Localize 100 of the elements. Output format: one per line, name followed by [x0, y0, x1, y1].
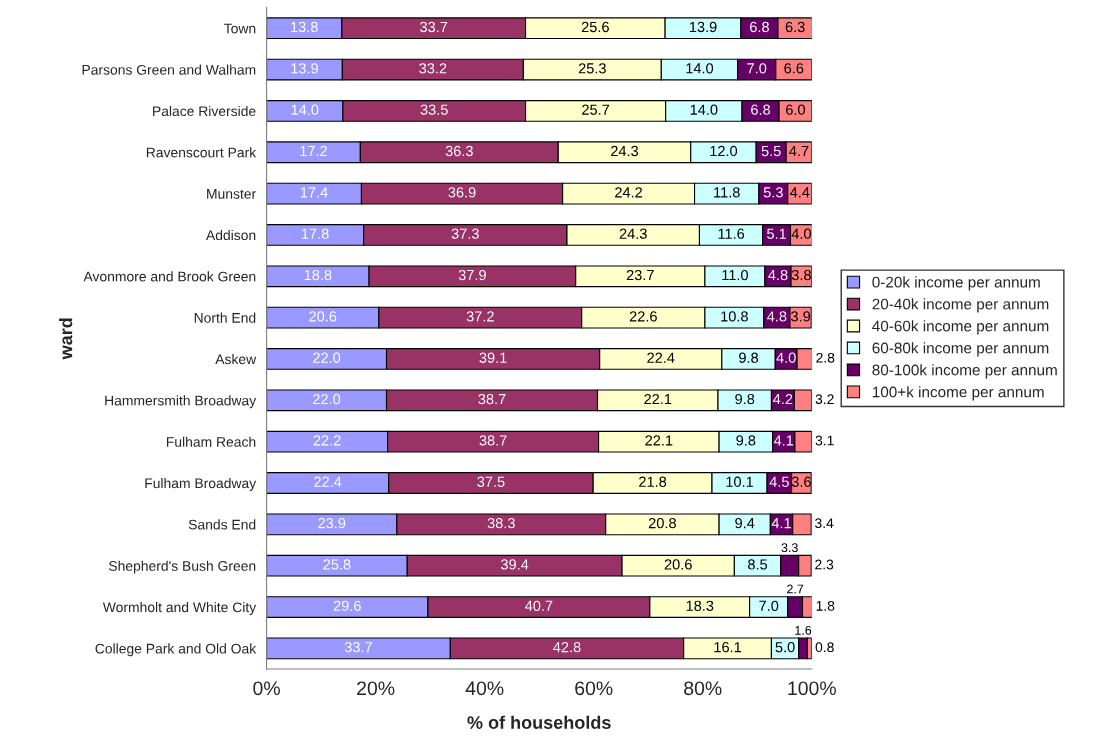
data-label: 4.1 [773, 435, 794, 446]
y-tick-label: Wormholt and White City [102, 602, 257, 615]
data-label: 0.8 [815, 642, 834, 653]
data-label: 38.7 [478, 393, 506, 405]
data-label: 37.3 [451, 228, 479, 239]
data-label: 3.1 [815, 435, 834, 446]
data-label: 13.9 [689, 21, 717, 33]
data-label: 42.8 [553, 641, 581, 653]
x-tick-label: 80% [684, 681, 722, 696]
y-tick-label: Fulham Reach [166, 436, 256, 447]
data-label: 17.8 [302, 228, 329, 239]
data-label: 18.3 [686, 600, 714, 611]
data-label: 24.3 [611, 145, 639, 157]
data-label: 10.8 [721, 311, 748, 322]
data-label: 22.1 [645, 435, 673, 446]
legend-label: 60-80k income per annum [872, 342, 1049, 357]
data-label: 12.0 [710, 145, 738, 157]
data-label: 25.8 [323, 559, 351, 570]
data-label: 3.6 [791, 476, 811, 487]
y-tick-label: Sands End [188, 519, 256, 530]
data-label: 37.2 [466, 311, 494, 322]
x-tick-label: 0% [253, 681, 280, 696]
data-label: 4.7 [789, 146, 809, 157]
data-label: 24.3 [619, 228, 647, 239]
data-label: 14.0 [291, 104, 319, 115]
data-label: 8.5 [748, 559, 768, 570]
data-label: 33.7 [420, 21, 448, 33]
data-label: 4.5 [769, 476, 789, 487]
legend-label: 80-100k income per annum [872, 364, 1057, 379]
data-label: 4.8 [768, 269, 788, 281]
y-tick-label: Parsons Green and Walham [82, 64, 256, 75]
y-tick-label: Hammersmith Broadway [105, 395, 257, 409]
data-label: 11.6 [718, 228, 745, 239]
data-label: 3.2 [815, 394, 834, 405]
data-label: 3.8 [791, 269, 811, 281]
y-tick-label: Avonmore and Brook Green [83, 271, 256, 282]
data-label: 20.6 [664, 559, 692, 570]
data-label: 29.6 [333, 600, 361, 611]
data-label: 22.6 [629, 311, 657, 322]
data-label: 4.0 [776, 352, 796, 363]
data-label: 33.7 [344, 641, 372, 653]
legend-label: 40-60k income per annum [872, 320, 1049, 335]
data-label: 2.7 [787, 584, 804, 594]
y-tick-label: Munster [207, 189, 256, 199]
y-tick-label: Askew [215, 353, 257, 365]
y-tick-label: North End [194, 312, 256, 323]
data-label: 22.0 [313, 393, 341, 405]
data-label: 5.0 [775, 641, 795, 653]
data-label: 22.4 [314, 476, 342, 487]
data-label: 39.1 [479, 352, 507, 363]
data-label: 3.3 [781, 543, 798, 553]
data-label: 5.1 [767, 228, 787, 239]
data-label: 1.8 [816, 600, 835, 611]
y-tick-label: Town [224, 23, 256, 34]
data-label: 37.9 [458, 269, 486, 281]
data-label: 17.4 [300, 187, 328, 198]
data-label: 23.7 [626, 269, 654, 281]
data-label: 6.0 [786, 104, 805, 115]
data-label: 4.1 [771, 518, 791, 529]
data-label: 7.0 [747, 63, 767, 74]
data-label: 25.7 [582, 104, 610, 115]
data-label: 14.0 [686, 63, 714, 74]
data-label: 38.3 [487, 517, 515, 529]
data-label: 36.3 [445, 145, 473, 157]
data-label: 7.0 [759, 600, 779, 611]
data-label: 16.1 [714, 641, 742, 653]
data-label: 22.4 [647, 352, 675, 363]
data-label: 13.8 [291, 21, 318, 33]
data-label: 2.8 [816, 352, 835, 363]
legend-label: 100+k income per annum [872, 386, 1044, 401]
y-tick-label: Shepherd's Bush Green [108, 560, 256, 574]
x-tick-label: 60% [575, 681, 613, 696]
data-label: 39.4 [501, 559, 529, 570]
data-label: 5.5 [761, 146, 781, 157]
x-tick-label: 100% [788, 681, 836, 696]
data-label: 11.0 [722, 269, 748, 281]
data-label: 1.6 [795, 625, 812, 635]
y-tick-label: Addison [205, 229, 256, 241]
data-label: 3.9 [791, 311, 811, 322]
data-label: 4.2 [773, 393, 793, 405]
data-label: 11.8 [714, 187, 740, 198]
y-tick-label: Palace Riverside [153, 105, 256, 117]
data-label: 9.8 [739, 352, 759, 363]
y-tick-label: Ravenscourt Park [146, 147, 257, 158]
data-label: 9.8 [736, 435, 756, 446]
data-label: 21.8 [639, 476, 667, 487]
data-label: 4.8 [767, 311, 787, 322]
data-label: 3.4 [815, 518, 834, 529]
data-label: 4.0 [791, 228, 811, 239]
data-label: 33.2 [419, 63, 447, 74]
data-label: 24.2 [615, 187, 643, 198]
data-label: 6.3 [785, 21, 805, 33]
data-label: 6.8 [750, 21, 769, 33]
data-label: 9.4 [735, 517, 755, 529]
x-tick-label: 20% [357, 681, 395, 696]
data-label: 20.6 [309, 311, 337, 322]
data-label: 25.3 [578, 63, 606, 74]
data-label: 22.0 [313, 352, 341, 363]
data-label: 37.5 [477, 476, 505, 487]
y-axis-title: ward [59, 318, 73, 360]
